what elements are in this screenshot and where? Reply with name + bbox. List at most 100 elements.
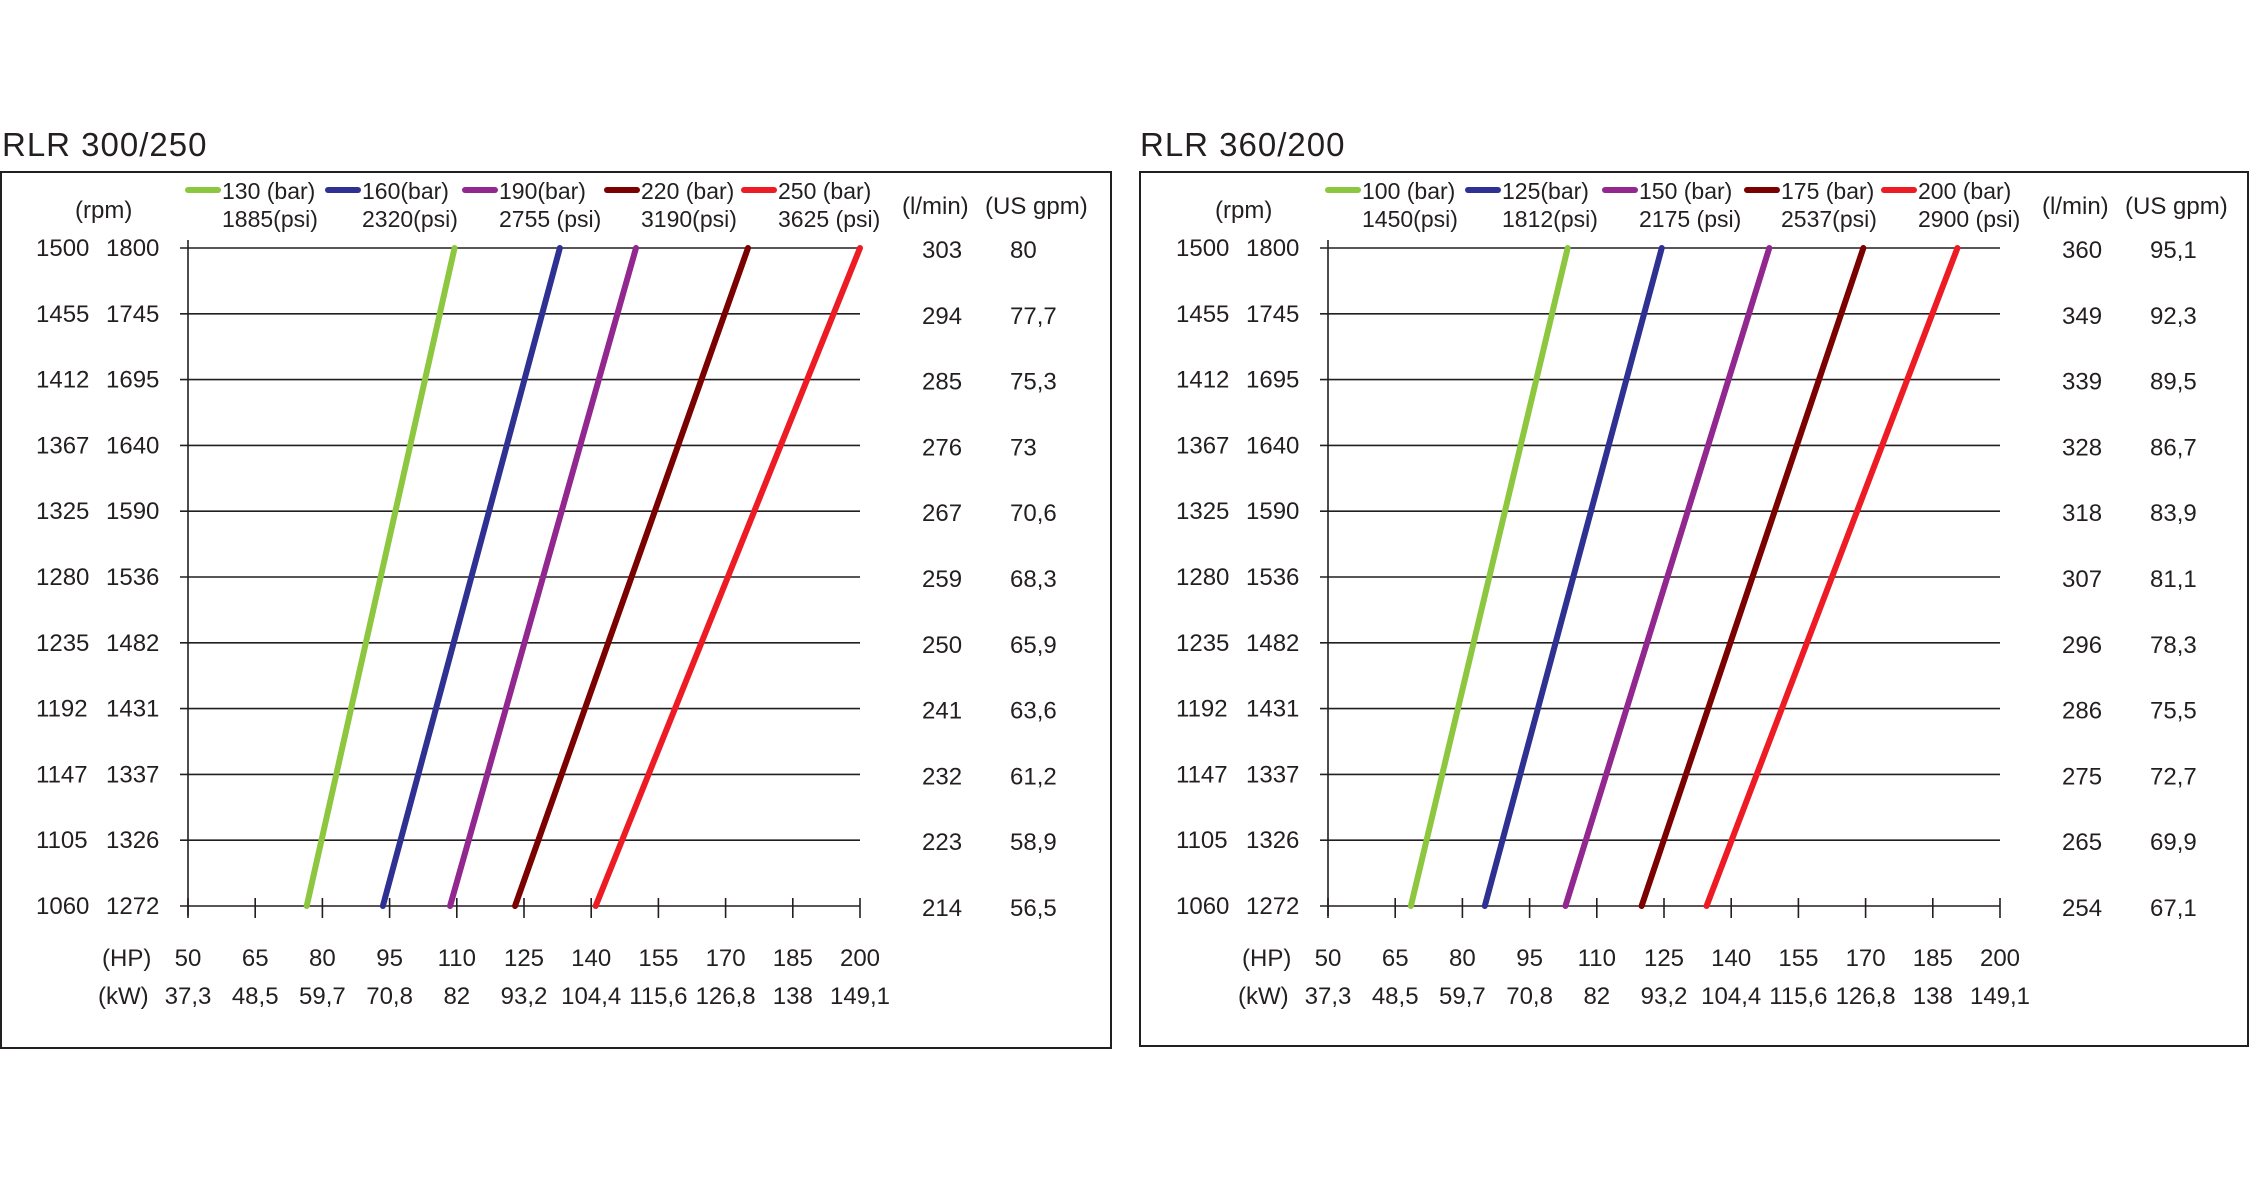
hp-tick-label: 125 xyxy=(1644,945,1684,972)
rpm-engine-tick: 1060 xyxy=(1176,893,1229,920)
legend-psi-label: 2755 (psi) xyxy=(499,206,601,232)
legend-psi-label: 1450(psi) xyxy=(1362,206,1458,232)
hp-tick-label: 155 xyxy=(1778,945,1818,972)
flow-gpm-tick: 86,7 xyxy=(2150,434,2197,461)
flow-axis-label: (l/min) xyxy=(2042,193,2109,220)
rpm-axis-label: (rpm) xyxy=(1215,197,1272,224)
kw-tick-label: 138 xyxy=(773,983,813,1010)
rpm-pump-tick: 1431 xyxy=(106,696,159,723)
flow-lmin-tick: 349 xyxy=(2062,303,2102,330)
rpm-engine-tick: 1147 xyxy=(1176,761,1228,788)
rpm-pump-tick: 1640 xyxy=(106,432,159,459)
legend-psi-label: 2175 (psi) xyxy=(1639,206,1741,232)
rpm-pump-tick: 1745 xyxy=(106,301,159,328)
rpm-engine-tick: 1147 xyxy=(36,761,88,788)
rpm-engine-tick: 1192 xyxy=(36,696,88,723)
flow-gpm-tick: 61,2 xyxy=(1010,763,1057,790)
rpm-engine-tick: 1367 xyxy=(36,432,89,459)
rpm-pump-tick: 1800 xyxy=(106,235,159,262)
legend-bar-label: 160(bar) xyxy=(362,178,449,204)
flow-gpm-tick: 95,1 xyxy=(2150,237,2197,264)
hp-tick-label: 95 xyxy=(1516,945,1543,972)
hp-tick-label: 125 xyxy=(504,945,544,972)
kw-tick-label: 82 xyxy=(443,983,470,1010)
rpm-engine-tick: 1235 xyxy=(36,630,89,657)
rpm-engine-tick: 1105 xyxy=(36,827,88,854)
flow-lmin-tick: 276 xyxy=(922,434,962,461)
rpm-engine-tick: 1235 xyxy=(1176,630,1229,657)
flow-gpm-tick: 80 xyxy=(1010,237,1037,264)
hp-tick-label: 170 xyxy=(706,945,746,972)
legend-bar-label: 190(bar) xyxy=(499,178,586,204)
legend-bar-label: 100 (bar) xyxy=(1362,178,1455,204)
kw-tick-label: 115,6 xyxy=(629,983,687,1010)
series-line xyxy=(303,245,458,909)
legend-psi-label: 2900 (psi) xyxy=(1918,206,2020,232)
kw-tick-label: 138 xyxy=(1913,983,1953,1010)
kw-tick-label: 70,8 xyxy=(1506,983,1553,1010)
flow-gpm-tick: 77,7 xyxy=(1010,303,1057,330)
flow-gpm-tick: 70,6 xyxy=(1010,500,1057,527)
flow-lmin-tick: 318 xyxy=(2062,500,2102,527)
flow-lmin-tick: 265 xyxy=(2062,829,2102,856)
rpm-pump-tick: 1337 xyxy=(1246,761,1299,788)
rpm-pump-tick: 1800 xyxy=(1246,235,1299,262)
hp-tick-label: 155 xyxy=(638,945,678,972)
hp-tick-label: 185 xyxy=(773,945,813,972)
flow-gpm-tick: 72,7 xyxy=(2150,763,2197,790)
flow-gpm-tick: 69,9 xyxy=(2150,829,2197,856)
hp-tick-label: 95 xyxy=(376,945,403,972)
flow-lmin-tick: 303 xyxy=(922,237,962,264)
hp-tick-label: 80 xyxy=(1449,945,1476,972)
rpm-pump-tick: 1695 xyxy=(106,367,159,394)
kw-tick-label: 149,1 xyxy=(1970,983,2030,1010)
hp-tick-label: 65 xyxy=(1382,945,1409,972)
kw-tick-label: 37,3 xyxy=(1305,983,1352,1010)
series-line xyxy=(379,245,563,909)
hp-tick-label: 200 xyxy=(840,945,880,972)
hp-tick-label: 140 xyxy=(1711,945,1751,972)
kw-tick-label: 93,2 xyxy=(501,983,548,1010)
flow-lmin-tick: 241 xyxy=(922,698,962,725)
legend-psi-label: 3625 (psi) xyxy=(778,206,880,232)
rpm-engine-tick: 1412 xyxy=(36,367,89,394)
series-line xyxy=(512,245,751,909)
flow-lmin-tick: 254 xyxy=(2062,895,2102,922)
series-line xyxy=(1703,245,1961,909)
flow-lmin-tick: 294 xyxy=(922,303,962,330)
rpm-engine-tick: 1455 xyxy=(36,301,89,328)
kw-tick-label: 126,8 xyxy=(696,983,756,1010)
series-line xyxy=(592,245,863,909)
flow-gpm-tick: 65,9 xyxy=(1010,632,1057,659)
hp-tick-label: 50 xyxy=(175,945,202,972)
legend-bar-label: 250 (bar) xyxy=(778,178,871,204)
flow-lmin-tick: 296 xyxy=(2062,632,2102,659)
flow-lmin-tick: 214 xyxy=(922,895,962,922)
rpm-axis-label: (rpm) xyxy=(75,197,132,224)
rpm-engine-tick: 1412 xyxy=(1176,367,1229,394)
rpm-pump-tick: 1431 xyxy=(1246,696,1299,723)
legend-psi-label: 2320(psi) xyxy=(362,206,458,232)
kw-tick-label: 37,3 xyxy=(165,983,212,1010)
legend-psi-label: 3190(psi) xyxy=(641,206,737,232)
flow-gpm-tick: 89,5 xyxy=(2150,369,2197,396)
kw-tick-label: 93,2 xyxy=(1641,983,1688,1010)
kw-tick-label: 59,7 xyxy=(299,983,346,1010)
series-line xyxy=(1562,245,1773,909)
flow-gpm-tick: 68,3 xyxy=(1010,566,1057,593)
rpm-pump-tick: 1272 xyxy=(1246,893,1299,920)
legend-bar-label: 220 (bar) xyxy=(641,178,734,204)
hp-tick-label: 50 xyxy=(1315,945,1342,972)
series-line xyxy=(1407,245,1571,909)
rpm-engine-tick: 1192 xyxy=(1176,696,1228,723)
hp-axis-label: (HP) xyxy=(102,945,151,972)
flow-gpm-tick: 78,3 xyxy=(2150,632,2197,659)
legend-bar-label: 130 (bar) xyxy=(222,178,315,204)
flow-axis-label: (l/min) xyxy=(902,193,969,220)
rpm-pump-tick: 1536 xyxy=(106,564,159,591)
legend-psi-label: 2537(psi) xyxy=(1781,206,1877,232)
chart-frame xyxy=(1139,171,2249,1047)
kw-tick-label: 48,5 xyxy=(1372,983,1419,1010)
flow-gpm-tick: 92,3 xyxy=(2150,303,2197,330)
flow-lmin-tick: 286 xyxy=(2062,698,2102,725)
